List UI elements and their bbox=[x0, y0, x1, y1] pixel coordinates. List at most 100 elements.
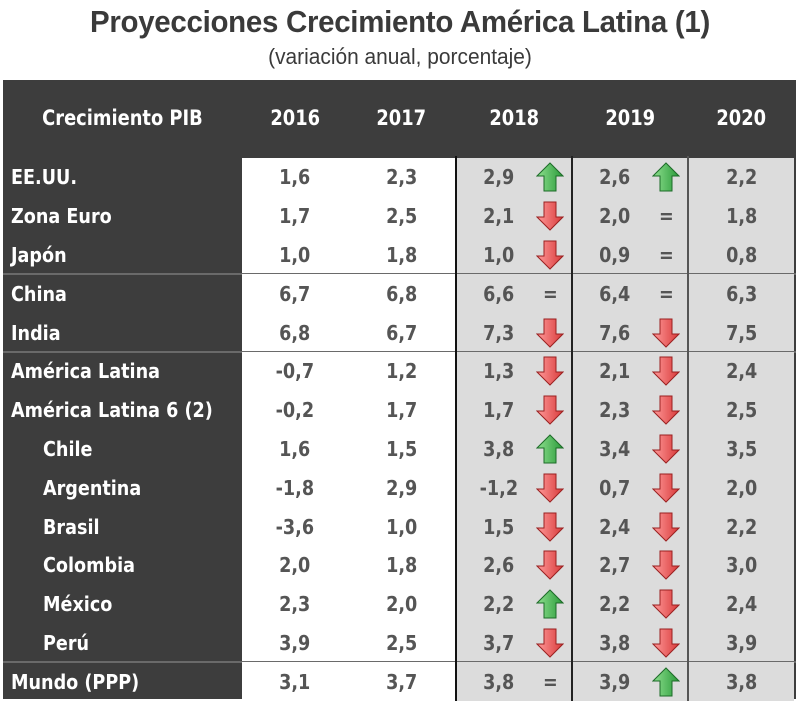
value-text: 0,9 bbox=[599, 242, 631, 267]
value-text-wrap: 6,4 bbox=[581, 282, 649, 306]
value-2016: 1,6 bbox=[242, 429, 348, 469]
value-text: 0,7 bbox=[599, 475, 631, 500]
row-label-text: América Latina bbox=[11, 359, 160, 384]
equal-icon: = bbox=[651, 240, 681, 270]
value-2020: 0,8 bbox=[689, 235, 794, 275]
value-2016: -1,8 bbox=[242, 468, 348, 508]
equal-icon: = bbox=[651, 279, 681, 309]
value-text: 2,0 bbox=[725, 475, 758, 500]
value-text-wrap: 1,5 bbox=[465, 515, 533, 539]
value-text: 1,6 bbox=[279, 436, 311, 461]
value-text: 7,3 bbox=[483, 320, 515, 345]
value-2017: 1,0 bbox=[348, 507, 455, 546]
value-text-wrap: 2,0 bbox=[581, 204, 649, 228]
value-2018: 2,2 bbox=[457, 584, 571, 624]
value-text: -0,7 bbox=[275, 359, 315, 384]
value-2016: 6,7 bbox=[242, 274, 348, 314]
value-2020: 6,3 bbox=[689, 274, 794, 314]
value-text: 2,6 bbox=[599, 165, 631, 190]
value-text: 3,0 bbox=[725, 553, 758, 578]
value-text: 2,5 bbox=[725, 398, 758, 423]
value-2016: 1,7 bbox=[242, 196, 348, 236]
value-2017: 1,5 bbox=[348, 429, 455, 469]
value-text: 2,3 bbox=[279, 592, 311, 617]
value-2020: 7,5 bbox=[689, 313, 794, 352]
value-text: 2,0 bbox=[599, 204, 631, 229]
value-text: 3,8 bbox=[725, 669, 758, 694]
value-2017: 1,7 bbox=[348, 390, 455, 430]
value-text-wrap: 2,9 bbox=[465, 165, 533, 189]
row-label-text: EE.UU. bbox=[11, 165, 77, 190]
value-text-wrap: 3,4 bbox=[581, 437, 649, 461]
value-text: 2,5 bbox=[385, 204, 418, 229]
column-header-text: 2017 bbox=[376, 106, 427, 130]
value-2020: 2,5 bbox=[689, 390, 794, 430]
value-text: 6,6 bbox=[483, 281, 515, 306]
value-text: 7,6 bbox=[599, 320, 631, 345]
value-text: 1,8 bbox=[725, 204, 758, 229]
value-text: 2,4 bbox=[599, 514, 631, 539]
value-2016: -0,2 bbox=[242, 390, 348, 430]
row-label-text: América Latina 6 (2) bbox=[11, 398, 213, 423]
row-label: Brasil bbox=[5, 507, 240, 546]
value-2020: 2,4 bbox=[689, 584, 794, 624]
row-label: América Latina bbox=[5, 352, 240, 391]
value-2019: 3,4 bbox=[573, 429, 687, 469]
value-text-wrap: 2,2 bbox=[581, 592, 649, 616]
row-label-text: India bbox=[11, 320, 61, 345]
equal-sign: = bbox=[542, 669, 558, 694]
value-text: 6,3 bbox=[725, 281, 758, 306]
value-text: 2,2 bbox=[483, 592, 515, 617]
value-2018: 1,5 bbox=[457, 507, 571, 546]
arrow-down-icon bbox=[651, 512, 681, 542]
value-text: 1,3 bbox=[483, 359, 515, 384]
header-year-2019: 2019 bbox=[573, 82, 687, 154]
value-text-wrap: 2,6 bbox=[465, 553, 533, 577]
value-text: 1,0 bbox=[385, 514, 418, 539]
value-2018: 2,6 bbox=[457, 546, 571, 585]
arrow-down-icon bbox=[535, 395, 565, 425]
value-text: 6,7 bbox=[385, 320, 418, 345]
value-2016: 2,0 bbox=[242, 546, 348, 585]
value-text: 3,8 bbox=[483, 436, 515, 461]
header-year-2020: 2020 bbox=[689, 82, 794, 154]
growth-table: Crecimiento PIB 2016 2017 2018 2019 2020 EE.UU… bbox=[3, 80, 796, 702]
value-2019: 2,1 bbox=[573, 352, 687, 391]
arrow-up-icon bbox=[651, 667, 681, 697]
arrow-down-icon bbox=[651, 356, 681, 387]
value-text: 0,8 bbox=[725, 242, 758, 267]
value-text-wrap: 1,7 bbox=[465, 398, 533, 422]
value-text-wrap: 0,7 bbox=[581, 476, 649, 500]
value-text-wrap: 3,8 bbox=[581, 631, 649, 655]
column-header-text: 2018 bbox=[489, 106, 539, 130]
value-2019: 2,6 bbox=[573, 158, 687, 197]
value-text-wrap: 2,6 bbox=[581, 165, 649, 189]
row-label: China bbox=[5, 274, 240, 313]
value-2018: 2,9 bbox=[457, 158, 571, 197]
value-text: 2,1 bbox=[599, 359, 631, 384]
arrow-down-icon bbox=[651, 473, 681, 503]
value-text: 2,5 bbox=[385, 630, 418, 655]
arrow-up-icon bbox=[535, 434, 565, 464]
value-2017: 1,2 bbox=[348, 352, 455, 391]
value-text: 1,5 bbox=[385, 436, 418, 461]
value-2017: 2,5 bbox=[348, 196, 455, 236]
header-year-2017: 2017 bbox=[348, 82, 455, 154]
value-2016: 1,0 bbox=[242, 235, 348, 275]
value-2017: 1,8 bbox=[348, 235, 455, 275]
value-2019: 2,4 bbox=[573, 507, 687, 546]
arrow-down-icon bbox=[535, 201, 565, 231]
value-text: 3,9 bbox=[599, 669, 631, 694]
value-2016: 6,8 bbox=[242, 313, 348, 352]
row-label-text: Zona Euro bbox=[11, 204, 112, 229]
value-text-wrap: 7,6 bbox=[581, 321, 649, 345]
value-text: 2,3 bbox=[385, 165, 418, 190]
value-text-wrap: 1,0 bbox=[465, 243, 533, 267]
value-text-wrap: 3,9 bbox=[581, 670, 649, 694]
value-2018: 1,3 bbox=[457, 352, 571, 391]
table-subtitle: (variación anual, porcentaje) bbox=[268, 44, 532, 69]
value-2019: 3,8 bbox=[573, 623, 687, 663]
value-2017: 6,7 bbox=[348, 313, 455, 352]
value-2019: 2,3 bbox=[573, 390, 687, 430]
table-title: Proyecciones Crecimiento América Latina … bbox=[89, 4, 711, 39]
